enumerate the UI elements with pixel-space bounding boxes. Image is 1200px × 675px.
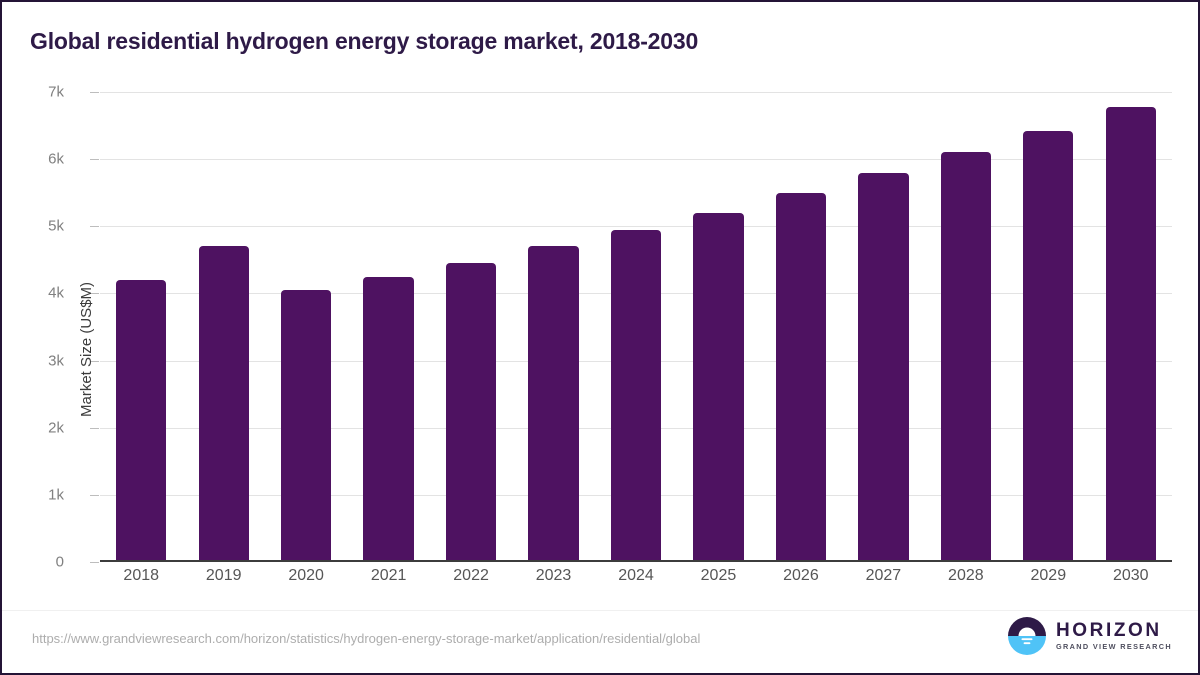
y-tick-label: 0 (55, 553, 64, 571)
y-tick-label: 2k (48, 419, 64, 437)
x-axis-labels: 2018 2019 2020 2021 2022 2023 2024 2025 2026 2027… (100, 567, 1172, 597)
bar[interactable] (528, 246, 579, 562)
logo-text: HORIZON GRAND VIEW RESEARCH (1056, 621, 1172, 650)
bar[interactable] (363, 276, 414, 562)
y-tick-label: 4k (48, 284, 64, 302)
gridline (100, 226, 1172, 228)
bar[interactable] (1105, 106, 1156, 562)
horizon-sunset-circle-icon (1007, 617, 1046, 655)
y-tick-mark (90, 226, 99, 228)
bar[interactable] (610, 229, 662, 562)
bar[interactable] (940, 152, 991, 562)
y-tick-label: 7k (48, 83, 64, 101)
y-tick-mark (90, 360, 99, 362)
y-tick-mark (90, 494, 99, 496)
bar[interactable] (116, 280, 167, 562)
x-tick-label: 2025 (700, 567, 737, 584)
x-tick-label: 2024 (618, 567, 654, 584)
footer-divider (2, 610, 1198, 611)
y-tick-label: 3k (48, 352, 64, 370)
x-tick-label: 2030 (1112, 567, 1149, 584)
x-tick-label: 2023 (535, 567, 572, 584)
bars-layer (100, 92, 1172, 562)
plot-area: 0 1k 2k 3k 4k 5k 6k 7k Market Size (US$M) (48, 84, 1172, 571)
source-url[interactable]: https://www.grandviewresearch.com/horizo… (32, 631, 701, 646)
x-tick-label: 2020 (288, 567, 324, 584)
y-tick-label: 1k (48, 486, 64, 504)
x-axis-line (100, 560, 1172, 562)
x-tick-label: 2022 (453, 567, 489, 584)
x-tick-label: 2027 (865, 567, 902, 584)
y-tick-mark (90, 92, 99, 93)
x-tick-label: 2019 (205, 567, 242, 584)
y-tick-label: 5k (48, 217, 64, 235)
x-tick-label: 2021 (370, 567, 407, 584)
y-axis-title: Market Size (US$M) (78, 281, 95, 417)
y-tick-mark (90, 159, 99, 161)
horizon-logo: HORIZON GRAND VIEW RESEARCH (1007, 616, 1172, 656)
x-tick-label: 2026 (783, 567, 819, 584)
gridline (100, 92, 1172, 93)
y-tick-mark (90, 293, 99, 295)
page-title: Global residential hydrogen energy stora… (30, 28, 699, 54)
y-tick-mark (90, 562, 99, 563)
x-tick-label: 2018 (123, 567, 160, 584)
bar[interactable] (281, 290, 332, 562)
bar[interactable] (693, 212, 744, 562)
bar[interactable] (445, 263, 497, 562)
y-tick-mark (90, 427, 99, 429)
logo-tagline: GRAND VIEW RESEARCH (1055, 642, 1172, 652)
bar[interactable] (858, 172, 909, 562)
bar[interactable] (1023, 130, 1074, 562)
logo-name: HORIZON (1055, 620, 1162, 642)
bar[interactable] (198, 246, 249, 562)
y-tick-label: 6k (48, 150, 64, 168)
bar[interactable] (775, 192, 827, 562)
x-tick-label: 2028 (948, 567, 984, 584)
x-tick-label: 2029 (1030, 567, 1067, 584)
gridline (100, 159, 1172, 161)
